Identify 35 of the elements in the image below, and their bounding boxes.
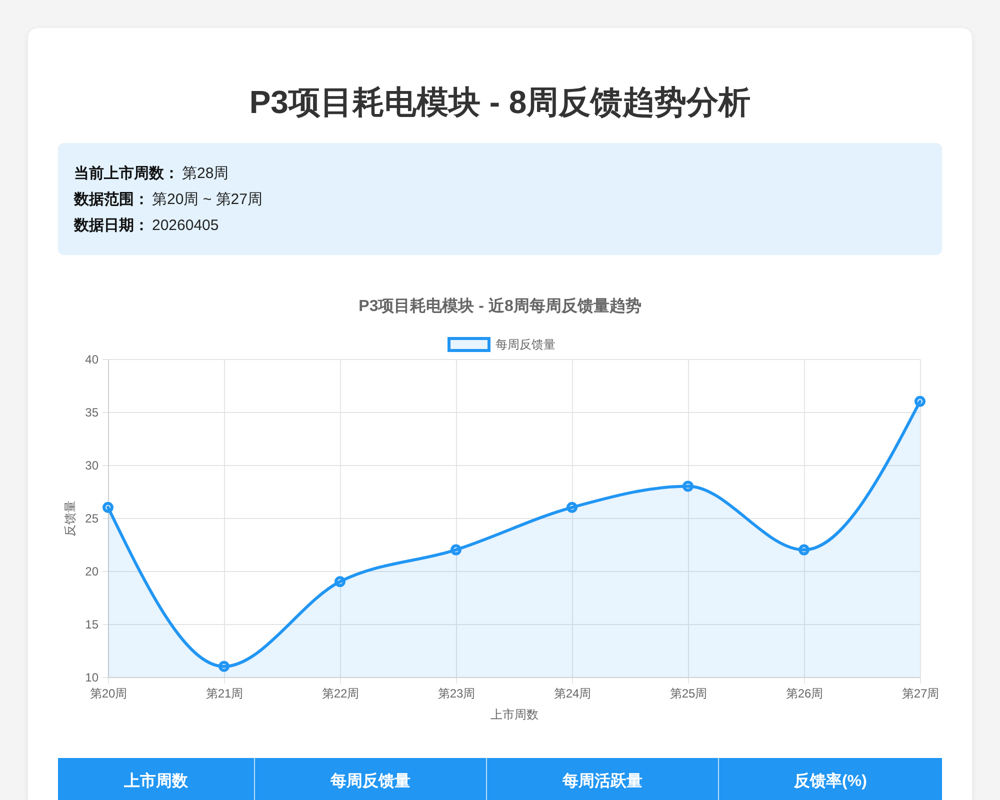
text: P3项目耗电模块 - 8周反馈趋势分析 bbox=[248, 83, 752, 122]
y-tick-label: 20 bbox=[85, 564, 99, 578]
point bbox=[334, 576, 346, 588]
x-tick-label: 第23周 bbox=[438, 686, 476, 700]
y-tick-label: 30 bbox=[85, 458, 99, 472]
text: 每周活跃量 bbox=[487, 758, 719, 800]
y-tick-label: 10 bbox=[85, 670, 99, 684]
x-tick-label: 第22周 bbox=[322, 686, 360, 700]
text: 数据日期：20260405 bbox=[74, 216, 220, 236]
y-tick-label: 15 bbox=[85, 618, 99, 632]
point bbox=[914, 396, 926, 407]
point bbox=[450, 544, 462, 556]
point bbox=[102, 502, 114, 513]
point bbox=[218, 660, 230, 672]
y-axis-title: 反馈量 bbox=[63, 500, 78, 536]
y-tick-label: 25 bbox=[85, 512, 99, 526]
chart-title: P3项目耗电模块 - 近8周每周反馈量趋势 bbox=[358, 297, 642, 315]
y-tick-label: 35 bbox=[85, 406, 99, 420]
x-tick-label: 第24周 bbox=[554, 686, 592, 700]
text: 数据范围：第20周 ~ 第27周 bbox=[74, 190, 264, 210]
x-axis-title: 上市周数 bbox=[490, 708, 538, 722]
legend-label: 每周反馈量 bbox=[496, 338, 556, 352]
x-tick-label: 第20周 bbox=[90, 686, 128, 700]
text: 每周反馈量 bbox=[255, 758, 487, 800]
y-tick-label: 40 bbox=[85, 352, 99, 366]
x-tick-label: 第25周 bbox=[670, 686, 708, 700]
x-tick-label: 第27周 bbox=[902, 686, 940, 700]
text: 反馈率(%) bbox=[792, 771, 868, 792]
point bbox=[682, 480, 694, 492]
text: 上市周数 bbox=[58, 758, 255, 800]
x-tick-label: 第21周 bbox=[206, 686, 244, 700]
x-tick-label: 第26周 bbox=[786, 686, 824, 700]
point bbox=[566, 502, 578, 513]
point bbox=[798, 544, 810, 556]
text: 当前上市周数：第28周 bbox=[74, 164, 230, 184]
